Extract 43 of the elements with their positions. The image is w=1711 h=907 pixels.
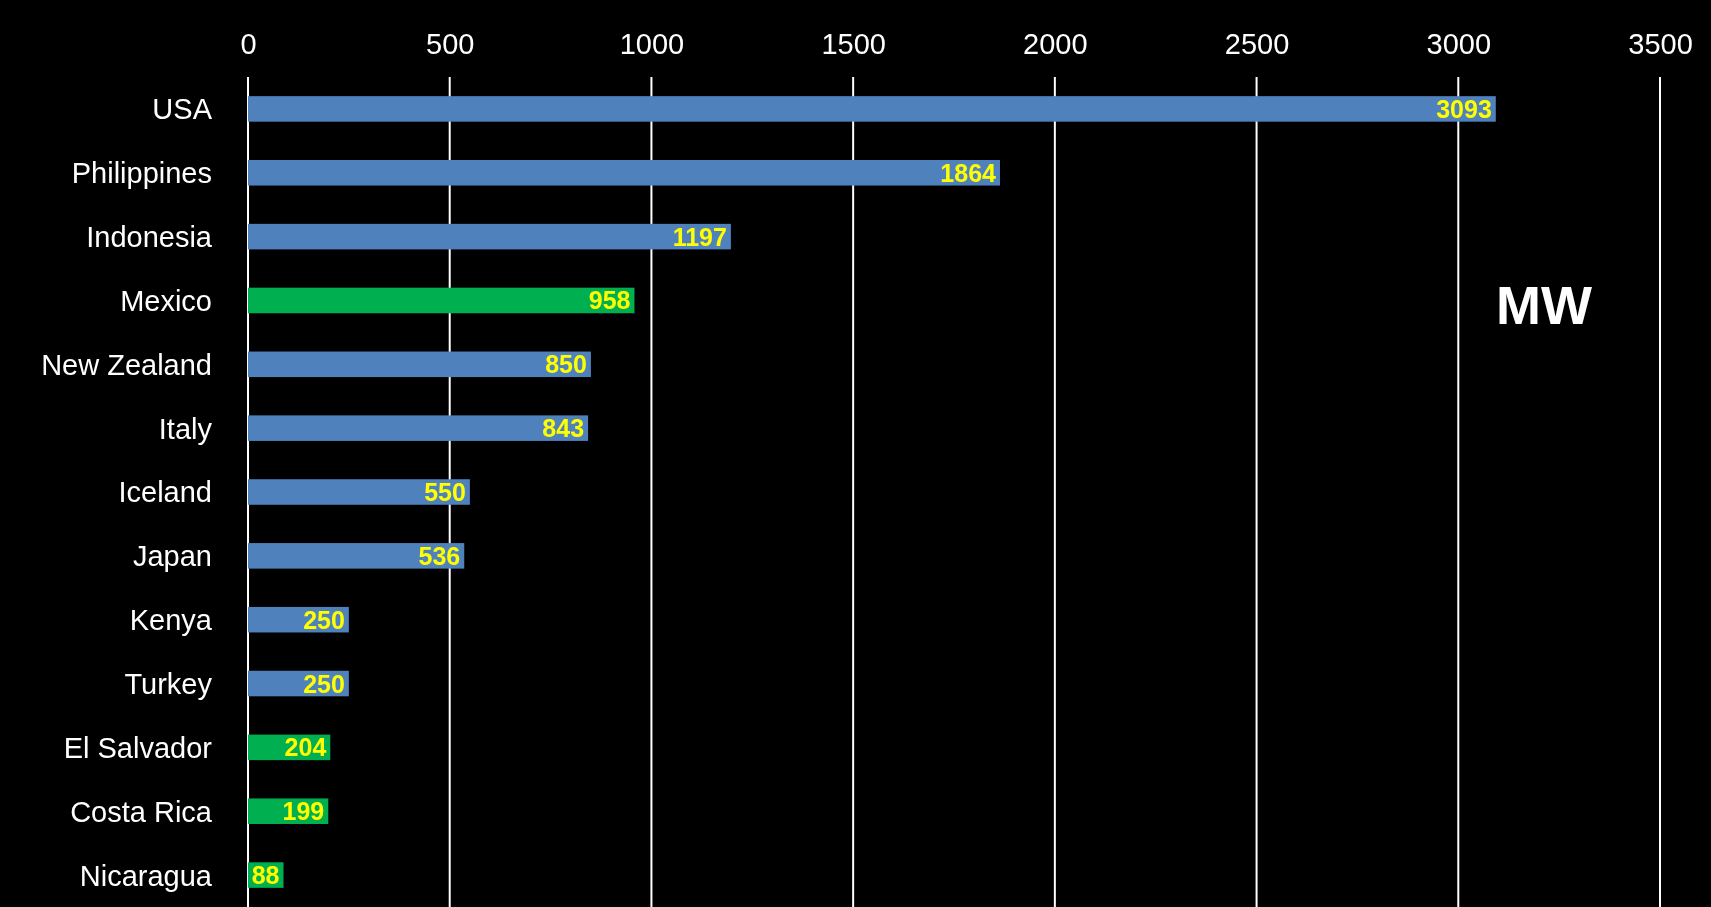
x-tick-label: 1000 bbox=[619, 28, 685, 61]
y-tick-label: El Salvador bbox=[63, 731, 213, 764]
bar bbox=[248, 479, 470, 505]
y-tick-label: Mexico bbox=[120, 284, 212, 317]
data-label: 550 bbox=[424, 478, 466, 506]
data-label: 850 bbox=[545, 350, 587, 379]
bar bbox=[248, 160, 1000, 186]
y-tick-label: Kenya bbox=[129, 604, 213, 637]
data-label: 250 bbox=[303, 669, 345, 698]
data-label: 1864 bbox=[940, 158, 997, 187]
data-label: 536 bbox=[418, 541, 461, 570]
y-tick-label: Indonesia bbox=[86, 221, 213, 254]
bar bbox=[248, 96, 1496, 122]
data-label: 843 bbox=[542, 414, 585, 443]
x-tick-label: 3500 bbox=[1628, 28, 1693, 61]
bar bbox=[248, 287, 635, 314]
y-tick-label: Costa Rica bbox=[70, 795, 213, 828]
annotation: MW bbox=[1496, 275, 1593, 336]
data-label: 204 bbox=[284, 733, 327, 762]
bar bbox=[248, 543, 465, 569]
y-tick-label: USA bbox=[152, 93, 213, 126]
y-tick-label: New Zealand bbox=[41, 348, 212, 381]
x-tick-label: 2500 bbox=[1224, 28, 1290, 61]
bar bbox=[248, 351, 591, 378]
y-tick-label: Turkey bbox=[124, 667, 213, 700]
bar bbox=[248, 415, 589, 441]
y-tick-label: Nicaragua bbox=[79, 859, 213, 892]
data-label: 3093 bbox=[1436, 94, 1492, 123]
data-label: 88 bbox=[251, 861, 280, 890]
y-tick-label: Japan bbox=[132, 540, 212, 573]
x-tick-label: 1500 bbox=[821, 28, 886, 61]
data-label: 1197 bbox=[672, 222, 727, 251]
x-tick-label: 2000 bbox=[1023, 28, 1088, 61]
data-label: 250 bbox=[303, 605, 345, 634]
x-tick-label: 0 bbox=[240, 28, 257, 61]
x-tick-label: 500 bbox=[426, 28, 475, 61]
bar bbox=[248, 223, 731, 250]
y-tick-label: Philippines bbox=[71, 157, 212, 190]
y-tick-label: Italy bbox=[158, 412, 213, 445]
data-label: 958 bbox=[588, 286, 631, 315]
data-label: 199 bbox=[282, 797, 325, 826]
y-tick-label: Iceland bbox=[118, 476, 212, 509]
x-tick-label: 3000 bbox=[1426, 28, 1492, 61]
